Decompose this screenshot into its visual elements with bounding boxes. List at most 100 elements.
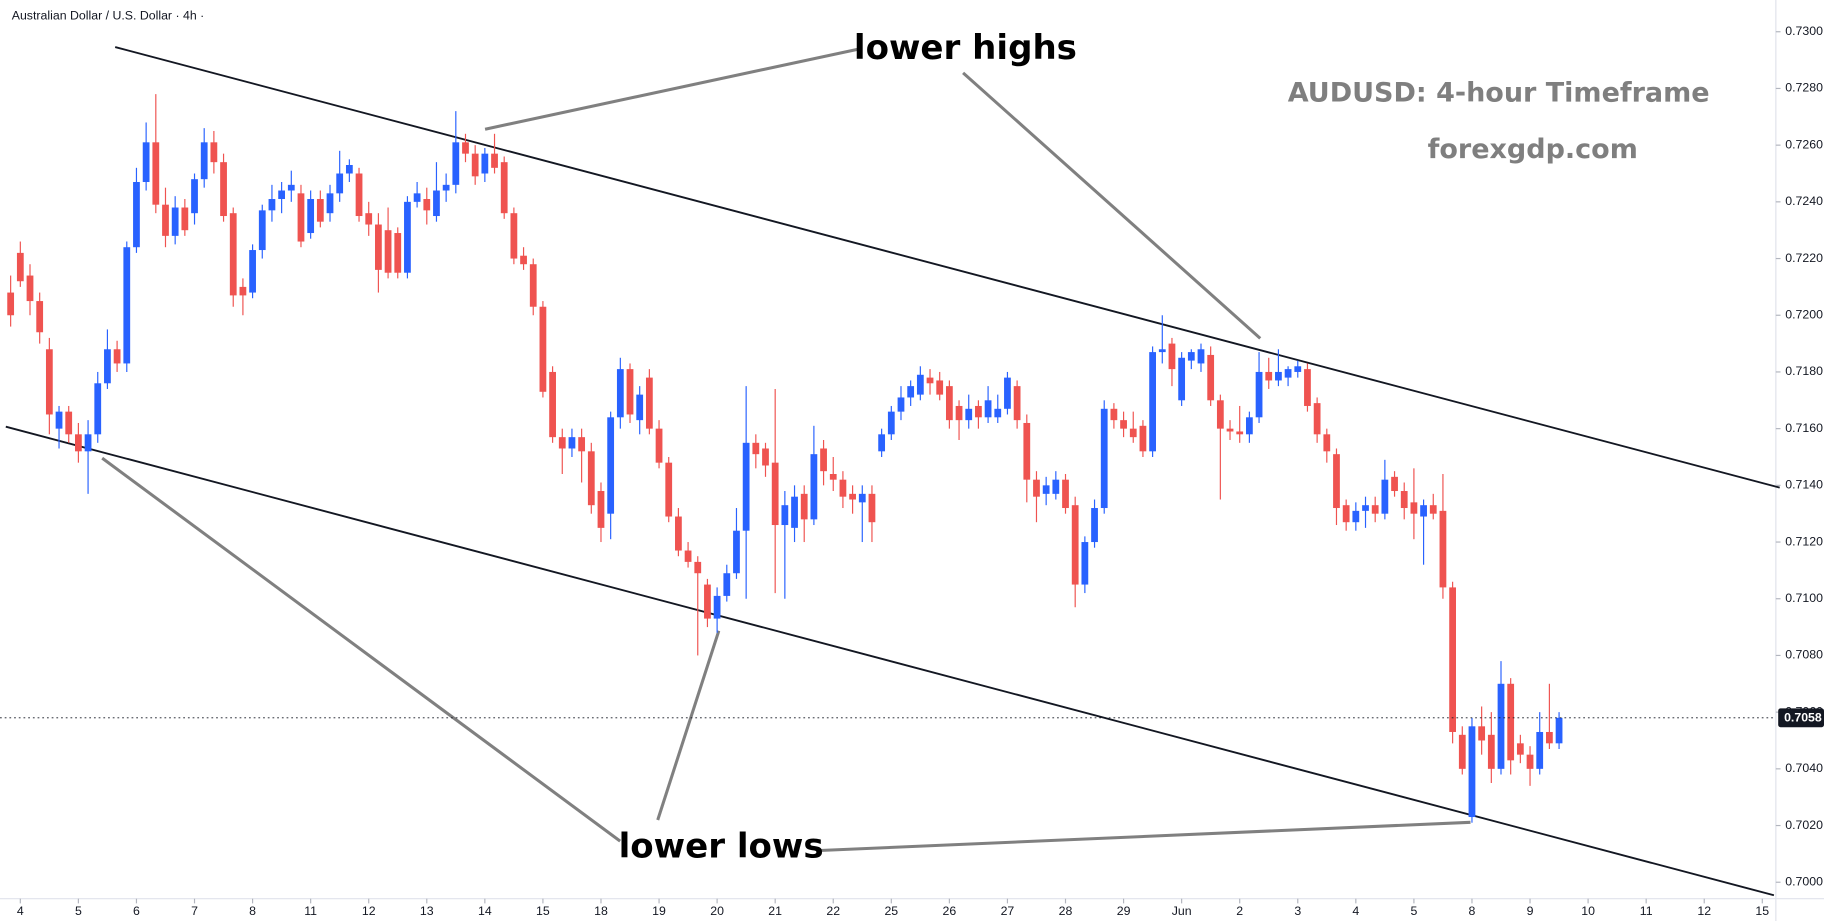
- candle-body: [771, 462, 779, 526]
- x-tick-label: 28: [1059, 904, 1073, 918]
- candle-body: [491, 153, 498, 168]
- last-price-tag: [1778, 708, 1824, 728]
- candle-body: [1081, 542, 1089, 585]
- candle-body: [723, 573, 731, 596]
- candle-body: [975, 405, 982, 418]
- candle-body: [1342, 505, 1350, 523]
- x-tick-label: 3: [1294, 904, 1301, 918]
- candle-body: [916, 374, 924, 395]
- candle-body: [133, 182, 140, 248]
- y-tick-label: 0.7140: [1785, 478, 1823, 492]
- candle-body: [636, 394, 644, 421]
- candle-body: [316, 199, 324, 222]
- candle-body: [713, 595, 721, 619]
- candle-body: [181, 207, 189, 231]
- candle-body: [1294, 366, 1302, 372]
- candle-body: [471, 153, 479, 177]
- candle-body: [878, 434, 886, 452]
- candle-body: [1245, 417, 1253, 435]
- candle-body: [1449, 587, 1456, 732]
- candle-body: [926, 377, 934, 384]
- candle-body: [1091, 508, 1098, 543]
- candle-body: [220, 162, 227, 217]
- candle-body: [200, 142, 208, 180]
- x-tick-label: 15: [1755, 904, 1769, 918]
- candle-body: [887, 411, 895, 435]
- y-tick-label: 0.7100: [1785, 591, 1823, 605]
- x-tick-label: 4: [17, 904, 24, 918]
- y-tick-label: 0.7120: [1785, 534, 1823, 548]
- annotation: lower lows: [619, 827, 824, 867]
- candle-body: [1497, 683, 1505, 769]
- candle-body: [849, 493, 856, 500]
- candle-body: [645, 377, 653, 429]
- candle-body: [1236, 431, 1244, 435]
- candle-body: [1391, 476, 1398, 492]
- candle-body: [549, 371, 556, 438]
- candle-body: [345, 164, 353, 174]
- candle-body: [104, 349, 111, 384]
- candle-body: [1478, 726, 1486, 741]
- candle-body: [1023, 422, 1031, 480]
- candle-body: [45, 349, 53, 415]
- candle-body: [1555, 717, 1563, 744]
- candle-body: [239, 286, 247, 296]
- candle-body: [1487, 734, 1495, 769]
- candle-body: [481, 153, 489, 174]
- candle-body: [326, 193, 334, 214]
- trendline: [5, 425, 1775, 897]
- candle-body: [249, 250, 256, 293]
- candle-body: [75, 434, 82, 452]
- y-tick-label: 0.7160: [1785, 421, 1823, 435]
- x-tick-label: 8: [1469, 904, 1476, 918]
- plot-area: [0, 46, 1780, 897]
- candle-body: [897, 397, 905, 412]
- chart-title: AUDUSD: 4-hour Timeframe: [1288, 77, 1710, 108]
- candle-body: [936, 380, 944, 395]
- candle-body: [297, 193, 305, 242]
- x-tick-label: 12: [1697, 904, 1711, 918]
- candle-body: [1352, 510, 1360, 523]
- candle-body: [742, 442, 750, 531]
- y-tick-label: 0.7220: [1785, 251, 1823, 265]
- candle-body: [336, 173, 344, 194]
- y-tick-label: 0.7020: [1785, 818, 1823, 832]
- candle-body: [1158, 349, 1166, 353]
- y-tick-label: 0.7260: [1785, 137, 1823, 151]
- candle-body: [965, 408, 973, 421]
- candle-body: [1507, 683, 1515, 761]
- candle-body: [1323, 434, 1331, 452]
- candle-body: [462, 142, 469, 154]
- candle-body: [355, 173, 363, 217]
- candle-body: [984, 400, 992, 418]
- annotation: lower highs: [854, 28, 1077, 68]
- candle-body: [597, 491, 605, 528]
- candle-body: [733, 530, 740, 574]
- candle-body: [1052, 479, 1060, 494]
- x-tick-label: 2: [1236, 904, 1243, 918]
- candle-body: [539, 306, 547, 392]
- candle-body: [229, 213, 237, 296]
- x-tick-label: 5: [1410, 904, 1417, 918]
- candle-body: [413, 193, 421, 202]
- candle-body: [384, 230, 392, 273]
- candle-body: [123, 247, 131, 364]
- candle-body: [36, 301, 44, 333]
- x-tick-label: 25: [884, 904, 898, 918]
- annotation-pointer: [962, 71, 1262, 340]
- candle-body: [752, 442, 760, 455]
- candle-body: [113, 349, 121, 364]
- candle-body: [558, 437, 566, 449]
- candle-body: [404, 201, 411, 273]
- candle-body: [955, 405, 963, 421]
- candle-body: [26, 275, 34, 302]
- chart-header: Australian Dollar / U.S. Dollar · 4h ·: [12, 9, 205, 23]
- candle-body: [1149, 352, 1156, 452]
- candle-body: [1120, 420, 1127, 429]
- x-tick-label: 15: [536, 904, 550, 918]
- candle-body: [520, 255, 527, 265]
- candle-body: [1178, 357, 1186, 401]
- y-tick-label: 0.7200: [1785, 307, 1823, 321]
- candle-body: [1516, 743, 1524, 755]
- candle-body: [452, 142, 460, 185]
